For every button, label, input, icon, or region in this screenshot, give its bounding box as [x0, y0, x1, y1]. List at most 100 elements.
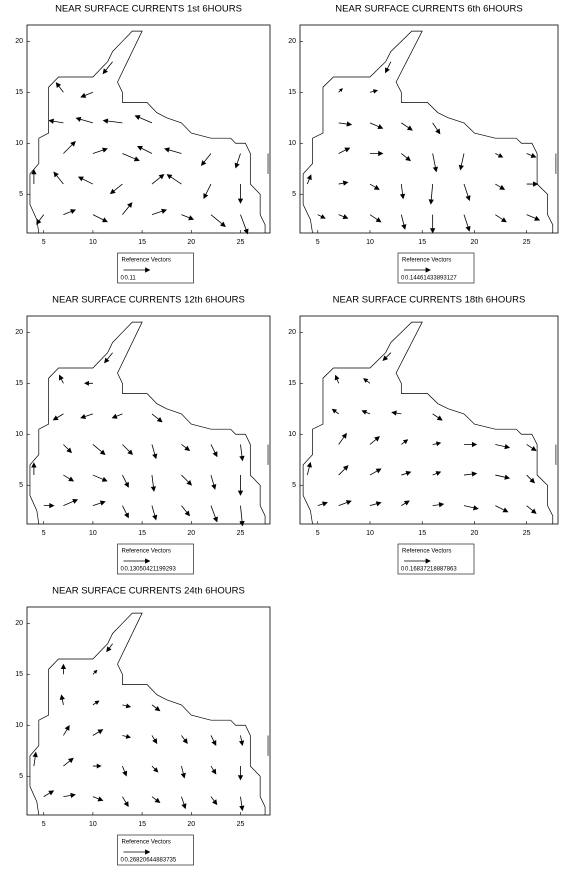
vector-arrow [526, 505, 537, 514]
vector-arrow [36, 214, 45, 225]
plot-frame [26, 315, 271, 525]
coastline [29, 321, 266, 525]
vector-arrow [92, 700, 100, 706]
plot-frame [299, 24, 559, 234]
vector-arrow [77, 176, 94, 185]
vector-arrow [63, 498, 79, 507]
vector-arrow [164, 147, 182, 154]
reference-value: 0.11 [125, 276, 137, 282]
vector-arrow [63, 792, 76, 799]
vector-arrow [428, 184, 434, 205]
vector-arrow [369, 214, 382, 223]
plot-frame [26, 606, 271, 816]
vector-arrow [181, 214, 195, 221]
reference-start: 0 [121, 276, 125, 282]
reference-label: Reference Vectors [122, 840, 171, 846]
vector-arrow [59, 694, 65, 705]
vector-arrow [60, 663, 67, 675]
vector-arrow [317, 501, 328, 507]
vector-arrow [180, 765, 186, 779]
vector-arrow [385, 61, 392, 74]
vector-arrow [136, 145, 153, 154]
vector-arrow [401, 500, 410, 506]
vector-arrow [334, 374, 340, 384]
x-tick-label: 25 [237, 239, 245, 246]
vector-arrow [210, 796, 218, 806]
vector-arrow [92, 763, 102, 769]
vector-arrow [401, 153, 412, 162]
vector-arrow [31, 168, 37, 185]
panel: NEAR SURFACE CURRENTS 12th 6HOURS 5 10 15 20… [15, 295, 271, 575]
vector-arrow [80, 413, 94, 419]
vector-arrow [382, 352, 392, 362]
x-tick-label: 5 [42, 821, 46, 828]
vector-arrow [369, 183, 380, 190]
reference-box [117, 543, 194, 575]
vector-arrow [495, 214, 507, 223]
vector-arrow [239, 796, 245, 812]
vector-arrow [361, 409, 371, 415]
vector-arrow [43, 502, 55, 509]
vector-arrow [526, 181, 539, 187]
vector-arrow [92, 796, 104, 802]
vector-arrow [151, 765, 159, 773]
vector-arrow [317, 214, 326, 219]
vector-arrow [463, 214, 471, 232]
vector-arrow [55, 82, 64, 93]
vector-arrow [526, 444, 537, 452]
y-tick-label: 10 [15, 431, 23, 438]
vector-arrow [92, 214, 108, 223]
vector-arrow [401, 439, 409, 445]
vector-arrow [84, 380, 93, 386]
reference-start: 0 [401, 276, 405, 282]
vector-arrow [31, 462, 37, 476]
vector-arrow [369, 89, 379, 94]
reference-value: 0.16837218887863 [405, 567, 457, 573]
vector-arrow [338, 214, 349, 220]
y-tick-label: 20 [15, 329, 23, 336]
vector-arrow [306, 174, 312, 185]
plot-frame [299, 315, 559, 525]
vector-arrow [463, 183, 471, 202]
x-tick-label: 20 [187, 821, 195, 828]
vector-arrow [166, 174, 182, 185]
y-tick-label: 20 [15, 38, 23, 45]
x-tick-label: 10 [366, 530, 374, 537]
reference-value: 0.14461433893127 [405, 276, 457, 282]
reference-value: 0.13050421199293 [125, 567, 177, 573]
vector-arrow [210, 444, 218, 458]
vector-arrow [181, 735, 188, 744]
vector-arrow [237, 475, 244, 496]
vector-arrow [495, 505, 509, 513]
vector-arrow [338, 147, 351, 154]
vector-arrow [401, 470, 412, 476]
y-tick-label: 10 [288, 431, 296, 438]
vector-arrow [109, 183, 123, 195]
vector-arrow [432, 441, 442, 447]
vector-arrow [122, 444, 134, 456]
vector-arrow [369, 468, 382, 476]
vector-arrow [122, 703, 132, 709]
vector-arrow [122, 505, 129, 519]
panel: NEAR SURFACE CURRENTS 6th 6HOURS 5 10 15 20 2… [288, 4, 559, 284]
coastline [29, 612, 266, 816]
vector-arrow [458, 153, 465, 171]
vector-arrow [122, 153, 140, 162]
vector-arrow [432, 471, 442, 476]
reference-arrow [123, 558, 151, 564]
vector-arrow [338, 500, 352, 507]
reference-label: Reference Vectors [402, 549, 451, 555]
vector-arrow [338, 432, 347, 445]
x-tick-label: 10 [89, 530, 97, 537]
y-tick-label: 15 [15, 380, 23, 387]
reference-box [117, 834, 194, 866]
vector-arrow [150, 475, 157, 492]
coastline [302, 321, 554, 525]
panel: NEAR SURFACE CURRENTS 24th 6HOURS 5 10 15 20… [15, 586, 271, 866]
vector-arrow [210, 505, 218, 523]
vector-arrow [369, 150, 384, 157]
vector-arrow [122, 734, 132, 739]
vector-arrow [463, 505, 479, 511]
x-tick-label: 5 [316, 530, 320, 537]
vector-arrow [240, 214, 249, 235]
